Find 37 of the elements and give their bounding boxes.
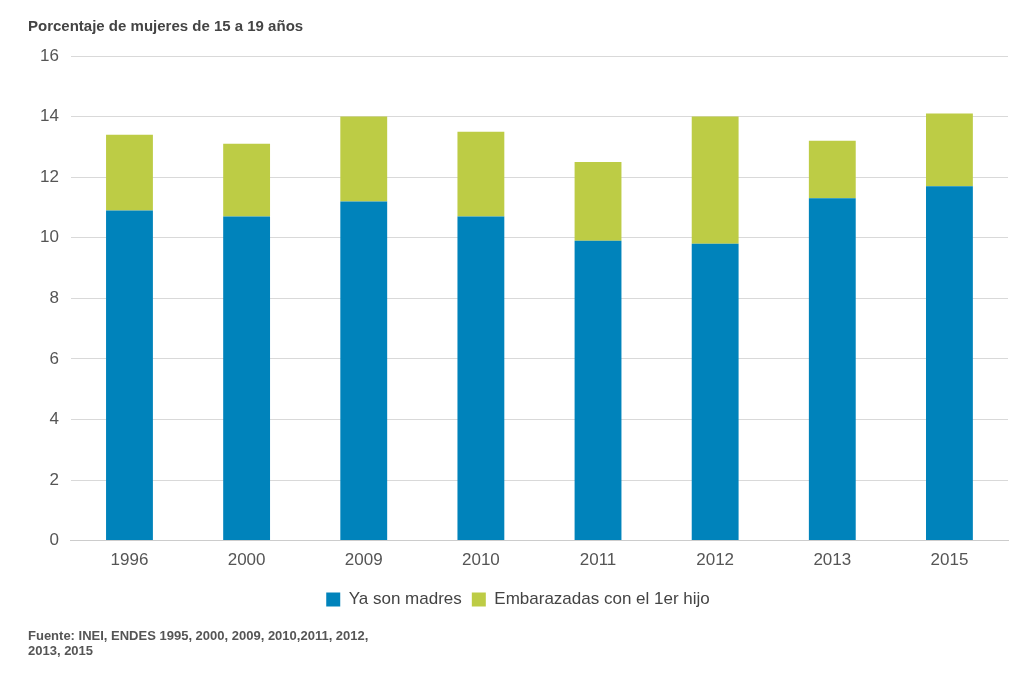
y-tick-label: 16 bbox=[39, 45, 59, 65]
legend-label: Ya son madres bbox=[348, 589, 462, 609]
bar bbox=[574, 162, 622, 241]
bar bbox=[808, 198, 856, 541]
bar bbox=[106, 210, 153, 541]
chart-title: Porcentaje de mujeres de 15 a 19 años bbox=[28, 17, 304, 35]
bar bbox=[457, 216, 505, 541]
source-note: Fuente: INEI, ENDES 1995, 2000, 2009, 2010,2011, 2012, 2013, 2015 bbox=[28, 628, 370, 658]
y-tick-label: 6 bbox=[49, 348, 59, 368]
x-tick-label: 1996 bbox=[110, 550, 149, 570]
bar bbox=[457, 131, 505, 217]
x-tick-label: 2009 bbox=[344, 550, 383, 570]
y-tick-label: 0 bbox=[49, 530, 59, 550]
bar bbox=[926, 113, 973, 187]
x-tick-label: 2000 bbox=[227, 550, 266, 570]
y-tick-label: 12 bbox=[39, 166, 59, 186]
x-tick-label: 2013 bbox=[813, 550, 852, 570]
bar bbox=[691, 243, 739, 541]
bar bbox=[223, 216, 271, 541]
bar bbox=[340, 201, 388, 541]
y-tick-label: 10 bbox=[39, 227, 59, 247]
bar bbox=[223, 143, 271, 217]
y-tick-label: 2 bbox=[49, 469, 59, 489]
bar bbox=[340, 116, 388, 202]
x-tick-label: 2010 bbox=[461, 550, 500, 570]
legend-label: Embarazadas con el 1er hijo bbox=[494, 589, 710, 609]
bar bbox=[106, 134, 153, 211]
x-tick-label: 2015 bbox=[930, 550, 969, 570]
y-tick-label: 14 bbox=[39, 106, 59, 126]
y-tick-label: 4 bbox=[49, 409, 59, 429]
y-tick-label: 8 bbox=[49, 287, 59, 307]
x-tick-label: 2011 bbox=[579, 550, 617, 570]
bar bbox=[926, 186, 973, 541]
bar bbox=[808, 140, 856, 199]
bar bbox=[574, 240, 622, 541]
x-tick-label: 2012 bbox=[696, 550, 735, 570]
bar bbox=[691, 116, 739, 244]
